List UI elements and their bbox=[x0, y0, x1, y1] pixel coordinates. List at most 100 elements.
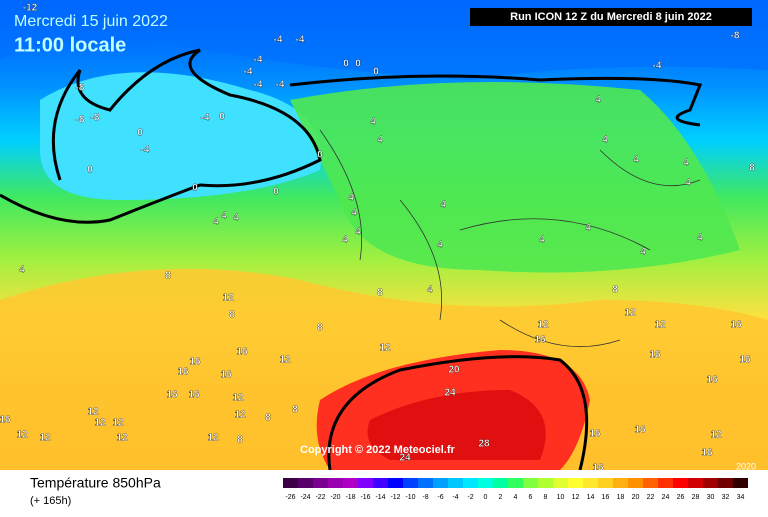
contour-label: -4 bbox=[254, 80, 263, 91]
colorbar-label: 2 bbox=[499, 494, 503, 501]
contour-label: 0 bbox=[137, 128, 143, 139]
colorbar-label: -14 bbox=[375, 494, 385, 501]
contour-label: 4 bbox=[221, 211, 227, 222]
colorbar-label: 30 bbox=[707, 494, 715, 501]
contour-label: -4 bbox=[653, 61, 662, 72]
colorbar-swatch bbox=[643, 478, 658, 488]
contour-label: 20 bbox=[448, 365, 460, 376]
isotherm-20 bbox=[327, 355, 589, 471]
contour-label: 12 bbox=[207, 433, 219, 444]
contour-label: 4 bbox=[685, 178, 691, 189]
contour-label: 4 bbox=[440, 200, 446, 211]
colorbar-swatch bbox=[583, 478, 598, 488]
contour-label: -8 bbox=[76, 83, 85, 94]
colorbar-swatch bbox=[358, 478, 373, 488]
colorbar-label: 12 bbox=[572, 494, 580, 501]
contour-label: -4 bbox=[296, 35, 305, 46]
contour-label: 8 bbox=[612, 285, 618, 296]
contour-label: 4 bbox=[633, 155, 639, 166]
footer-lead: (+ 165h) bbox=[30, 495, 71, 507]
colorbar-label: 22 bbox=[647, 494, 655, 501]
contour-label: 12 bbox=[232, 393, 244, 404]
colorbar-swatch bbox=[703, 478, 718, 488]
run-box bbox=[470, 8, 752, 26]
contour-label: 4 bbox=[370, 117, 376, 128]
contour-label: 8 bbox=[317, 323, 323, 334]
contour-label: 24 bbox=[399, 453, 411, 464]
contour-label: 4 bbox=[355, 227, 361, 238]
contour-label: 0 bbox=[373, 67, 379, 78]
colorbar-label: -18 bbox=[345, 494, 355, 501]
colorbar-label: -22 bbox=[315, 494, 325, 501]
contour-label: 8 bbox=[165, 271, 171, 282]
colorbar-swatch bbox=[613, 478, 628, 488]
colorbar-swatch bbox=[418, 478, 433, 488]
contour-label: 4 bbox=[351, 208, 357, 219]
contour-label: 4 bbox=[585, 223, 591, 234]
contour-label: 16 bbox=[706, 375, 718, 386]
copyright: Copyright © 2022 Meteociel.fr bbox=[300, 444, 456, 456]
contour-label: 4 bbox=[437, 240, 443, 251]
colorbar-swatch bbox=[388, 478, 403, 488]
colorbar-swatch bbox=[733, 478, 748, 488]
contour-label: 0 bbox=[355, 59, 361, 70]
contour-label: 12 bbox=[16, 430, 28, 441]
contour-label: 16 bbox=[739, 355, 751, 366]
colorbar-label: -24 bbox=[300, 494, 310, 501]
contour-label: 8 bbox=[229, 310, 235, 321]
date: Mercredi 15 juin 2022 bbox=[14, 13, 168, 30]
contour-label: 12 bbox=[710, 430, 722, 441]
contour-label: 16 bbox=[236, 347, 248, 358]
contour-label: 8 bbox=[377, 288, 383, 299]
contour-label: 0 bbox=[87, 165, 93, 176]
corner-label: 2020 bbox=[736, 461, 756, 471]
contour-label: -4 bbox=[276, 80, 285, 91]
contour-label: 16 bbox=[188, 390, 200, 401]
contour-label: 16 bbox=[701, 448, 713, 459]
contour-label: 28 bbox=[478, 439, 490, 450]
contour-label: 16 bbox=[189, 357, 201, 368]
colorbar-label: 24 bbox=[662, 494, 670, 501]
colorbar-swatch bbox=[463, 478, 478, 488]
colorbar-swatch bbox=[688, 478, 703, 488]
colorbar-label: 26 bbox=[677, 494, 685, 501]
time: 11:00 locale bbox=[14, 34, 126, 56]
mild-zone bbox=[290, 82, 740, 273]
contour-label: 4 bbox=[683, 158, 689, 169]
colorbar-label: -8 bbox=[422, 494, 428, 501]
colorbar-label: -26 bbox=[285, 494, 295, 501]
colorbar-swatch bbox=[673, 478, 688, 488]
colorbar-label: 18 bbox=[617, 494, 625, 501]
contour-label: -4 bbox=[141, 145, 150, 156]
colorbar-swatch bbox=[343, 478, 358, 488]
colorbar-swatch bbox=[553, 478, 568, 488]
colorbar-swatch bbox=[628, 478, 643, 488]
contour-label: -4 bbox=[244, 67, 253, 78]
contour-label: 4 bbox=[19, 265, 25, 276]
contour-label: 12 bbox=[234, 410, 246, 421]
colorbar-swatch bbox=[313, 478, 328, 488]
zero-isotherm bbox=[0, 48, 322, 224]
contour-label: 16 bbox=[177, 367, 189, 378]
colorbar-label: 14 bbox=[587, 494, 595, 501]
colorbar-label: 20 bbox=[632, 494, 640, 501]
contour-label: 16 bbox=[592, 463, 604, 474]
contour-label: -4 bbox=[274, 35, 283, 46]
colorbar-swatch bbox=[568, 478, 583, 488]
contour-label: 8 bbox=[749, 163, 755, 174]
colorbar-swatch bbox=[283, 478, 298, 488]
colorbar-label: 28 bbox=[692, 494, 700, 501]
isotherm bbox=[289, 74, 703, 127]
colorbar-swatch bbox=[538, 478, 553, 488]
colorbar-label: 16 bbox=[602, 494, 610, 501]
contour-label: -8 bbox=[91, 113, 100, 124]
hot-core bbox=[367, 390, 546, 460]
colorbar-swatch bbox=[298, 478, 313, 488]
contour-label: 16 bbox=[534, 335, 546, 346]
contour-label: 16 bbox=[166, 390, 178, 401]
colorbar-swatch bbox=[598, 478, 613, 488]
contour-label: 4 bbox=[602, 135, 608, 146]
contour-label: 0 bbox=[192, 183, 198, 194]
contour-label: 4 bbox=[213, 217, 219, 228]
